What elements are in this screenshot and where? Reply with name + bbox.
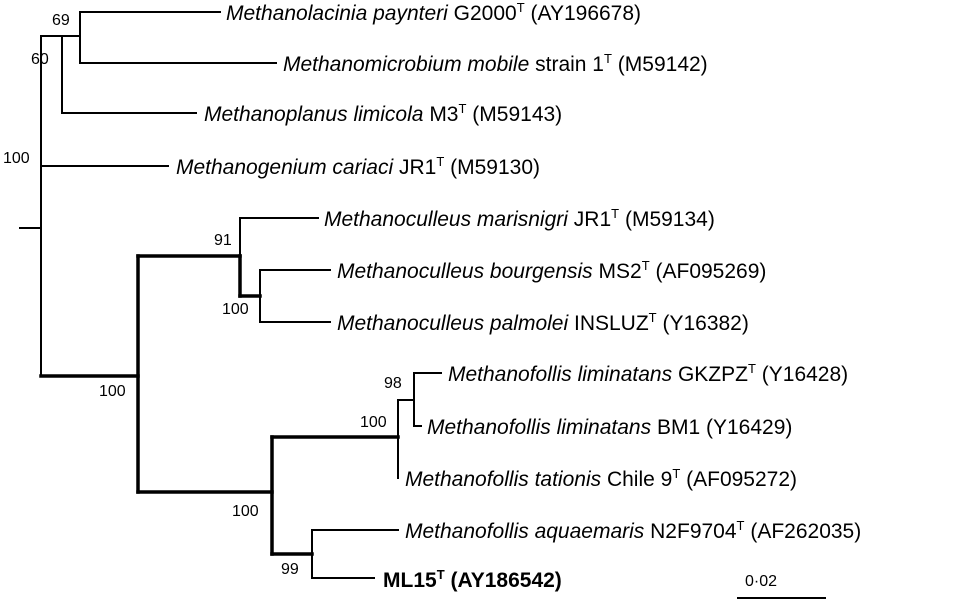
taxon-label: Methanogenium cariaci JR1T (M59130) bbox=[176, 154, 540, 179]
bootstrap-100-follis-clade: 100 bbox=[232, 503, 259, 520]
taxon-label: Methanoplanus limicola M3T (M59143) bbox=[204, 101, 562, 126]
taxon-label: Methanoculleus bourgensis MS2T (AF095269… bbox=[337, 258, 766, 283]
taxon-label: Methanoculleus marisnigri JR1T (M59134) bbox=[324, 206, 715, 231]
taxon-label: Methanofollis liminatans BM1 (Y16429) bbox=[427, 416, 792, 439]
bootstrap-100-big: 100 bbox=[99, 383, 126, 400]
taxon-label: Methanoculleus palmolei INSLUZT (Y16382) bbox=[337, 310, 749, 335]
taxon-label: Methanolacinia paynteri G2000T (AY196678… bbox=[226, 0, 641, 25]
bootstrap-values: 69 60 100 91 100 100 98 100 100 99 bbox=[3, 12, 402, 578]
bootstrap-100-culleus: 100 bbox=[222, 301, 249, 318]
tree-branches-thick bbox=[39, 254, 400, 556]
taxon-label: Methanofollis tationis Chile 9T (AF09527… bbox=[405, 466, 797, 491]
scale-bar: 0·02 bbox=[737, 573, 826, 599]
taxon-label: Methanomicrobium mobile strain 1T (M5914… bbox=[283, 51, 708, 76]
taxon-label: Methanofollis liminatans GKZPZT (Y16428) bbox=[448, 361, 848, 386]
bootstrap-100-root: 100 bbox=[3, 150, 30, 167]
bootstrap-60: 60 bbox=[31, 51, 49, 68]
bootstrap-99: 99 bbox=[281, 561, 299, 578]
taxon-labels: Methanolacinia paynteri G2000T (AY196678… bbox=[176, 0, 861, 592]
bootstrap-98: 98 bbox=[384, 375, 402, 392]
scale-bar-label: 0·02 bbox=[745, 573, 777, 590]
taxon-label: Methanofollis aquaemaris N2F9704T (AF262… bbox=[405, 518, 861, 543]
bootstrap-91: 91 bbox=[214, 232, 232, 249]
taxon-label-highlighted: ML15T (AY186542) bbox=[383, 567, 562, 592]
bootstrap-100-follis: 100 bbox=[360, 414, 387, 431]
bootstrap-69: 69 bbox=[52, 12, 70, 29]
